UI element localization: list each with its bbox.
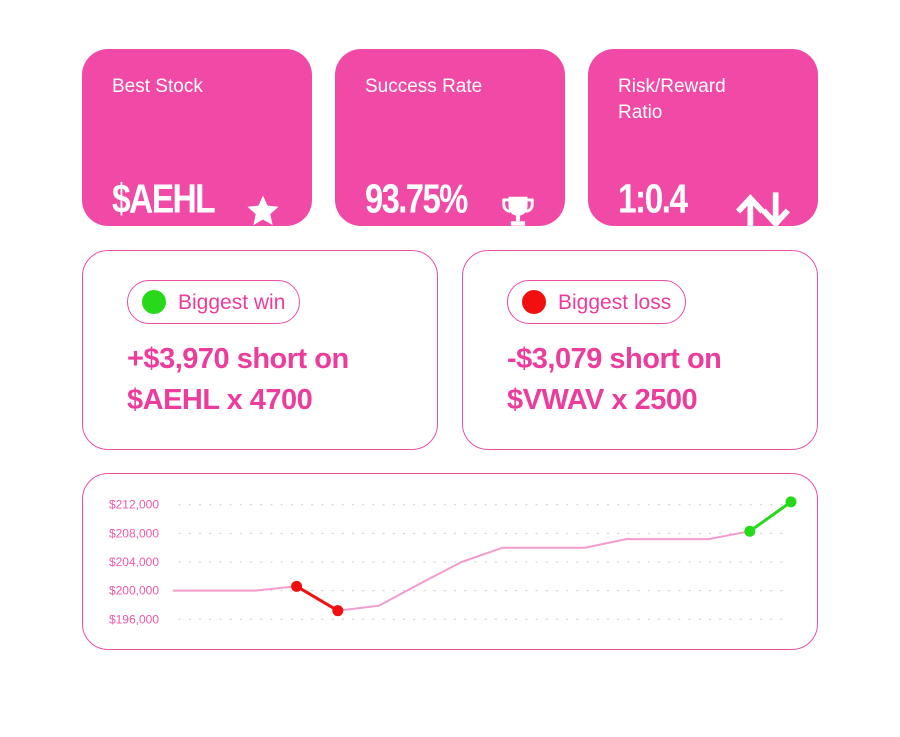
stat-label: Success Rate bbox=[365, 76, 483, 97]
stat-card-best-stock: Best Stock $AEHL bbox=[82, 49, 312, 226]
loss-point bbox=[291, 580, 303, 592]
stat-card-risk-reward: Risk/Reward Ratio 1:0.4 bbox=[588, 49, 818, 230]
star-icon bbox=[244, 192, 282, 230]
y-tick-label: $208,000 bbox=[109, 526, 159, 540]
loss-segment bbox=[295, 585, 339, 612]
loss-point bbox=[332, 605, 344, 617]
y-tick-label: $212,000 bbox=[109, 498, 159, 512]
stat-value: $AEHL bbox=[112, 175, 216, 222]
y-tick-label: $196,000 bbox=[109, 612, 159, 626]
equity-line bbox=[173, 501, 792, 612]
biggest-loss-text: -$3,079 short on $VWAV x 2500 bbox=[507, 339, 807, 421]
stat-value: 93.75% bbox=[365, 175, 468, 222]
stat-label: Risk/Reward Ratio bbox=[618, 76, 726, 123]
biggest-win-text: +$3,970 short on $AEHL x 4700 bbox=[127, 339, 427, 421]
biggest-win-card: Biggest win +$3,970 short on $AEHL x 470… bbox=[82, 250, 438, 450]
stat-value: 1:0.4 bbox=[618, 175, 688, 222]
equity-chart: $196,000 $200,000 $204,000 $208,000 $212,000 bbox=[109, 496, 797, 626]
gain-point bbox=[744, 525, 756, 537]
biggest-win-line2: $AEHL x 4700 bbox=[127, 384, 313, 416]
biggest-loss-label: Biggest loss bbox=[558, 290, 672, 314]
gain-point bbox=[785, 496, 797, 508]
gain-segment bbox=[748, 500, 792, 533]
stat-card-success-rate: Success Rate 93.75% bbox=[335, 49, 565, 226]
stat-label: Best Stock bbox=[112, 76, 203, 97]
equity-chart-card: $196,000 $200,000 $204,000 $208,000 $212,000 bbox=[82, 473, 818, 650]
biggest-win-line1: +$3,970 short on bbox=[127, 343, 349, 375]
biggest-loss-line1: -$3,079 short on bbox=[507, 343, 722, 375]
y-tick-label: $200,000 bbox=[109, 584, 159, 598]
up-down-arrows-icon bbox=[736, 192, 790, 230]
biggest-win-pill: Biggest win bbox=[127, 280, 301, 324]
win-dot-icon bbox=[142, 290, 166, 314]
y-tick-label: $204,000 bbox=[109, 555, 159, 569]
loss-dot-icon bbox=[522, 290, 546, 314]
trophy-icon bbox=[499, 192, 537, 230]
biggest-loss-line2: $VWAV x 2500 bbox=[507, 384, 698, 416]
biggest-win-label: Biggest win bbox=[178, 290, 286, 314]
biggest-loss-pill: Biggest loss bbox=[507, 280, 687, 324]
biggest-loss-card: Biggest loss -$3,079 short on $VWAV x 25… bbox=[462, 250, 818, 450]
